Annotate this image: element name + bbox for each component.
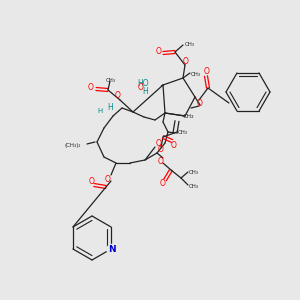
Text: CH₃: CH₃ — [189, 170, 199, 175]
Text: O: O — [160, 179, 166, 188]
Text: O: O — [138, 82, 144, 91]
Text: O: O — [115, 91, 121, 100]
Text: O: O — [105, 175, 111, 184]
Text: O: O — [89, 178, 95, 187]
Text: CH₃: CH₃ — [178, 130, 188, 136]
Text: CH₃: CH₃ — [191, 71, 201, 76]
Text: O: O — [171, 140, 177, 149]
Text: N: N — [108, 245, 116, 254]
Text: O: O — [158, 145, 164, 154]
Circle shape — [107, 244, 117, 254]
Text: H: H — [142, 86, 148, 95]
Text: O: O — [88, 83, 94, 92]
Text: O: O — [204, 68, 210, 76]
Text: (CH₃)₂: (CH₃)₂ — [64, 142, 81, 148]
Text: O: O — [197, 100, 203, 109]
Text: O: O — [156, 140, 162, 148]
Text: H: H — [98, 108, 103, 114]
Text: HO: HO — [137, 79, 149, 88]
Text: H: H — [107, 103, 113, 112]
Text: CH₂: CH₂ — [183, 115, 195, 119]
Text: CH₃: CH₃ — [189, 184, 199, 188]
Text: CH₃: CH₃ — [106, 77, 116, 83]
Text: O: O — [158, 157, 164, 166]
Text: CH₃: CH₃ — [185, 41, 195, 46]
Text: O: O — [183, 56, 189, 65]
Text: O: O — [156, 47, 162, 56]
